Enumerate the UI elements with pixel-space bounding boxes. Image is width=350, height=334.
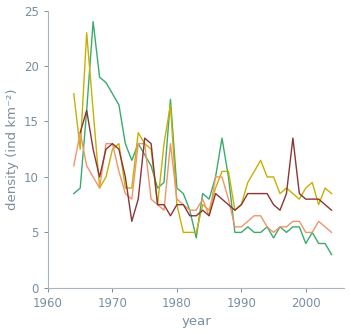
Y-axis label: density (ind km⁻²): density (ind km⁻²) — [6, 89, 19, 210]
X-axis label: year: year — [181, 315, 211, 328]
